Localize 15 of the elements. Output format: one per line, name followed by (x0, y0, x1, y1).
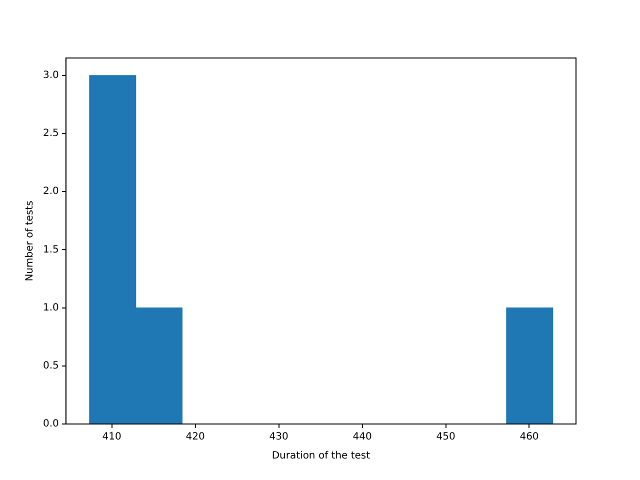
x-tick-label: 460 (520, 432, 539, 443)
x-axis-title: Duration of the test (272, 450, 370, 462)
y-tick-label: 3.0 (42, 70, 59, 82)
y-axis-title: Number of tests (24, 200, 36, 282)
y-tick-label: 0.0 (42, 418, 59, 430)
y-tick-label: 1.5 (42, 244, 59, 256)
y-tick-label: 0.5 (42, 360, 59, 372)
x-tick-label: 430 (269, 432, 288, 443)
x-tick-label: 440 (352, 432, 372, 443)
x-tick-label: 410 (102, 432, 122, 443)
x-tick-label: 420 (186, 432, 205, 443)
x-tick-label: 450 (436, 432, 456, 443)
y-tick-label: 2.0 (42, 186, 59, 198)
y-tick-label: 2.5 (42, 128, 59, 140)
y-tick-label: 1.0 (42, 302, 59, 314)
